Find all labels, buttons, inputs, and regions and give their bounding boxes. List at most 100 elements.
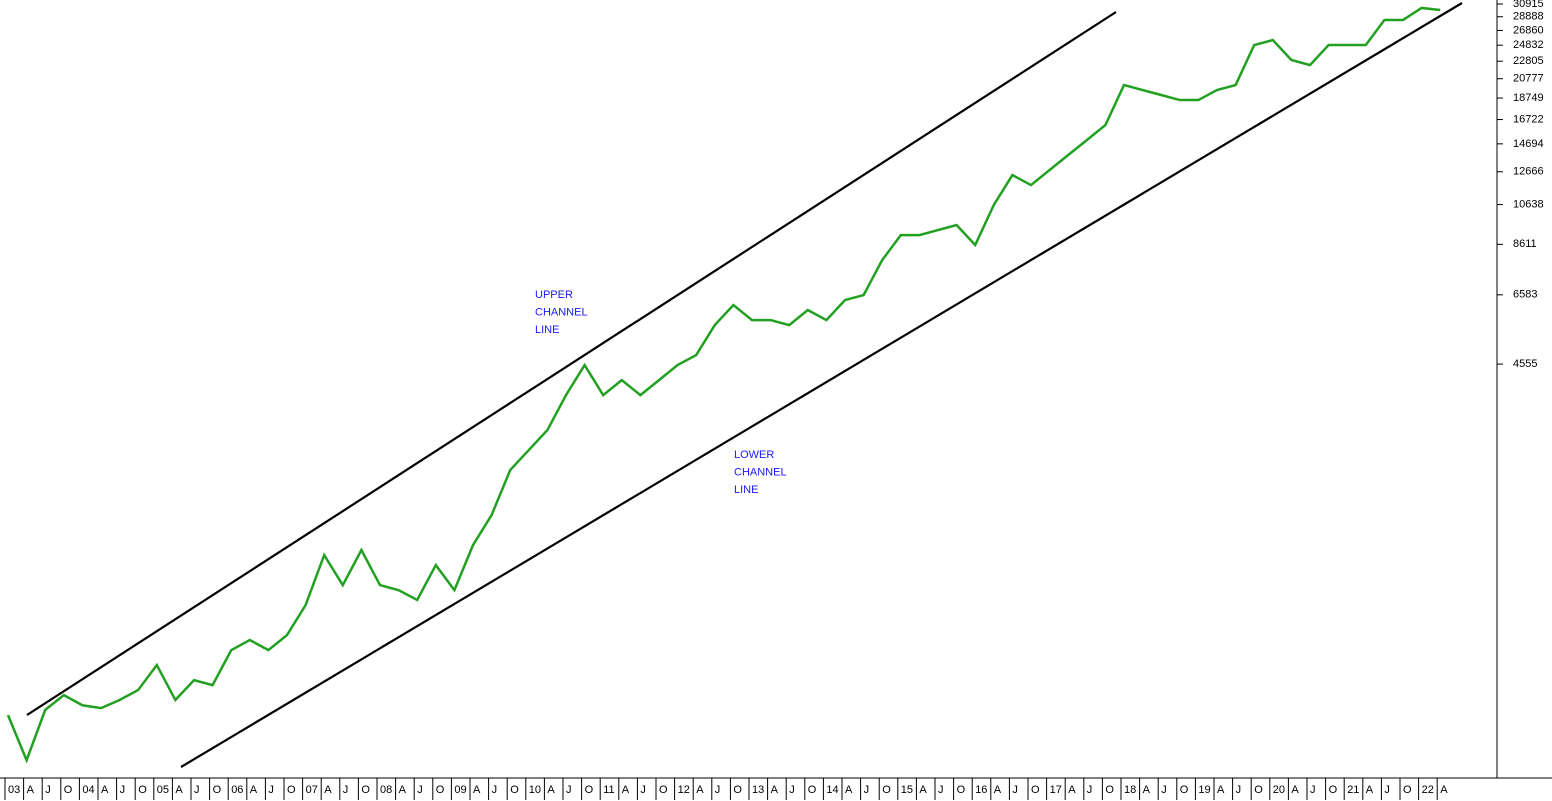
x-tick-label: O bbox=[733, 784, 742, 796]
x-tick-label: J bbox=[566, 784, 572, 796]
x-tick-label: A bbox=[1217, 784, 1225, 796]
x-tick-label: O bbox=[1180, 784, 1189, 796]
annotation: LINE bbox=[535, 324, 559, 336]
y-tick-label: 14694 bbox=[1513, 138, 1544, 150]
x-tick-label: 19 bbox=[1198, 784, 1210, 796]
x-tick-label: A bbox=[547, 784, 555, 796]
x-tick-label: 09 bbox=[454, 784, 466, 796]
lower-channel-line bbox=[180, 2, 1463, 768]
x-tick-label: O bbox=[436, 784, 445, 796]
x-tick-label: A bbox=[27, 784, 35, 796]
y-tick-label: 28888 bbox=[1513, 11, 1544, 23]
x-tick-label: O bbox=[1105, 784, 1114, 796]
x-tick-label: O bbox=[1403, 784, 1412, 796]
annotation: UPPER bbox=[535, 289, 573, 301]
annotation: LINE bbox=[734, 484, 758, 496]
upper-channel-line bbox=[26, 11, 1117, 716]
x-tick-label: O bbox=[808, 784, 817, 796]
x-tick-label: O bbox=[882, 784, 891, 796]
x-tick-label: J bbox=[343, 784, 349, 796]
x-tick-label: 10 bbox=[529, 784, 541, 796]
x-tick-label: A bbox=[919, 784, 927, 796]
x-tick-label: 12 bbox=[678, 784, 690, 796]
x-tick-label: J bbox=[194, 784, 200, 796]
x-tick-label: A bbox=[845, 784, 853, 796]
y-tick-label: 12666 bbox=[1513, 166, 1544, 178]
x-tick-label: A bbox=[1291, 784, 1299, 796]
x-tick-label: J bbox=[417, 784, 423, 796]
x-tick-label: O bbox=[957, 784, 966, 796]
x-tick-label: O bbox=[1329, 784, 1338, 796]
x-tick-label: J bbox=[1087, 784, 1093, 796]
x-tick-label: A bbox=[622, 784, 630, 796]
x-tick-label: 08 bbox=[380, 784, 392, 796]
x-tick-label: A bbox=[175, 784, 183, 796]
y-tick-label: 22805 bbox=[1513, 55, 1544, 67]
y-tick-label: 26860 bbox=[1513, 24, 1544, 36]
x-tick-label: J bbox=[1012, 784, 1018, 796]
x-tick-label: O bbox=[659, 784, 668, 796]
x-tick-label: A bbox=[1366, 784, 1374, 796]
x-tick-label: J bbox=[492, 784, 498, 796]
x-tick-label: A bbox=[473, 784, 481, 796]
x-tick-label: A bbox=[1143, 784, 1151, 796]
x-tick-label: O bbox=[138, 784, 147, 796]
x-tick-label: 14 bbox=[826, 784, 838, 796]
x-tick-label: J bbox=[45, 784, 51, 796]
annotation: CHANNEL bbox=[535, 306, 588, 318]
x-tick-label: A bbox=[399, 784, 407, 796]
x-tick-label: 05 bbox=[157, 784, 169, 796]
x-tick-label: A bbox=[250, 784, 258, 796]
y-tick-label: 20777 bbox=[1513, 73, 1544, 85]
x-tick-label: J bbox=[938, 784, 944, 796]
x-tick-label: 17 bbox=[1050, 784, 1062, 796]
x-tick-label: 22 bbox=[1422, 784, 1434, 796]
x-tick-label: J bbox=[268, 784, 274, 796]
x-tick-label: 15 bbox=[901, 784, 913, 796]
x-tick-label: 04 bbox=[82, 784, 94, 796]
y-tick-label: 6583 bbox=[1513, 289, 1537, 301]
x-tick-label: A bbox=[1440, 784, 1448, 796]
x-tick-label: J bbox=[120, 784, 126, 796]
x-tick-label: O bbox=[213, 784, 222, 796]
x-tick-label: 20 bbox=[1273, 784, 1285, 796]
x-tick-label: J bbox=[1310, 784, 1316, 796]
y-tick-label: 16722 bbox=[1513, 113, 1544, 125]
x-tick-label: O bbox=[1031, 784, 1040, 796]
x-tick-label: J bbox=[1236, 784, 1242, 796]
x-tick-label: 07 bbox=[306, 784, 318, 796]
y-tick-label: 8611 bbox=[1513, 238, 1537, 250]
x-tick-label: 18 bbox=[1124, 784, 1136, 796]
x-tick-label: O bbox=[287, 784, 296, 796]
x-tick-label: A bbox=[994, 784, 1002, 796]
x-tick-label: O bbox=[64, 784, 73, 796]
annotation: CHANNEL bbox=[734, 466, 787, 478]
x-tick-label: J bbox=[715, 784, 721, 796]
x-tick-label: O bbox=[585, 784, 594, 796]
x-tick-label: 03 bbox=[8, 784, 20, 796]
y-tick-label: 18749 bbox=[1513, 92, 1544, 104]
x-tick-label: 13 bbox=[752, 784, 764, 796]
x-tick-label: A bbox=[101, 784, 109, 796]
x-tick-label: O bbox=[510, 784, 519, 796]
y-tick-label: 10638 bbox=[1513, 198, 1544, 210]
x-tick-label: A bbox=[696, 784, 704, 796]
y-tick-label: 24832 bbox=[1513, 39, 1544, 51]
y-tick-label: 4555 bbox=[1513, 358, 1537, 370]
y-tick-label: 30915 bbox=[1513, 0, 1544, 10]
x-tick-label: 21 bbox=[1347, 784, 1359, 796]
x-tick-label: J bbox=[1161, 784, 1167, 796]
x-tick-label: O bbox=[361, 784, 370, 796]
x-tick-label: O bbox=[1254, 784, 1263, 796]
price-line bbox=[6, 6, 1441, 764]
annotation: LOWER bbox=[734, 449, 774, 461]
x-tick-label: 06 bbox=[231, 784, 243, 796]
x-tick-label: J bbox=[1384, 784, 1390, 796]
x-tick-label: A bbox=[1068, 784, 1076, 796]
x-tick-label: 16 bbox=[975, 784, 987, 796]
x-tick-label: 11 bbox=[603, 784, 614, 796]
x-tick-label: A bbox=[324, 784, 332, 796]
x-tick-label: A bbox=[771, 784, 779, 796]
